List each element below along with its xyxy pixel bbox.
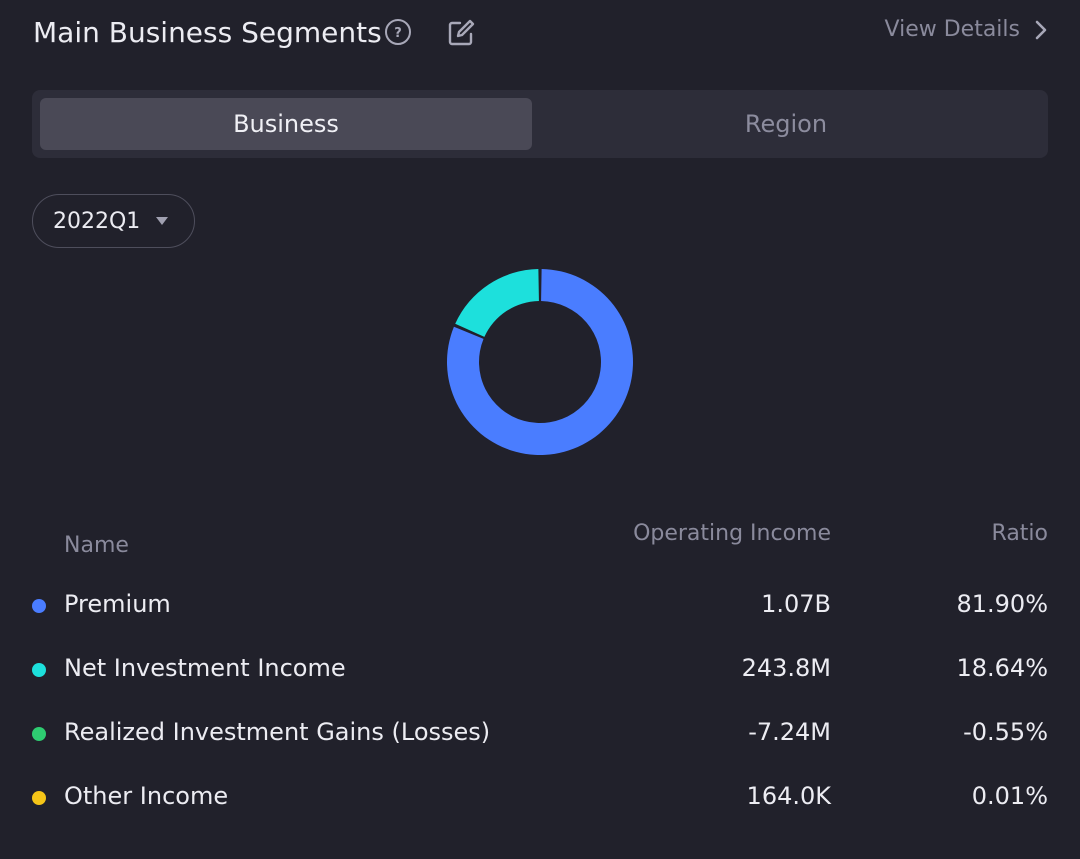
segment-name: Realized Investment Gains (Losses) [64,718,491,746]
operating-income-value: 164.0K [746,782,831,810]
tab-business[interactable]: Business [40,98,532,150]
column-header-ratio: Ratio [991,521,1048,546]
legend-dot [32,599,46,613]
caret-down-icon [156,217,169,225]
donut-slice-premium[interactable] [447,269,633,455]
view-details-link[interactable]: View Details [885,17,1048,42]
legend-dot [32,727,46,741]
ratio-value: 0.01% [971,782,1048,810]
legend-dot [32,663,46,677]
chevron-right-icon [1035,20,1047,39]
column-header-name: Name [64,533,129,558]
segment-name: Premium [64,590,171,618]
tab-region[interactable]: Region [744,110,828,138]
legend-dot [32,791,46,805]
table-row[interactable]: Net Investment Income 243.8M 18.64% [0,650,1080,690]
header: Main Business Segments ? View Details [33,12,1048,56]
view-details-label: View Details [884,17,1020,42]
operating-income-value: 243.8M [741,654,831,682]
table-row[interactable]: Premium 1.07B 81.90% [0,586,1080,626]
segment-tabs: Business Region [32,90,1048,158]
operating-income-value: 1.07B [761,590,831,618]
ratio-value: -0.55% [963,718,1048,746]
period-value: 2022Q1 [53,208,141,234]
help-icon[interactable]: ? [384,18,412,46]
period-dropdown[interactable]: 2022Q1 [32,194,195,248]
column-header-operating-income: Operating Income [633,521,831,546]
table-row[interactable]: Realized Investment Gains (Losses) -7.24… [0,714,1080,754]
ratio-value: 18.64% [956,654,1048,682]
segment-name: Other Income [64,782,229,810]
operating-income-value: -7.24M [748,718,831,746]
page-title: Main Business Segments [33,16,382,49]
svg-text:?: ? [394,26,402,41]
edit-icon[interactable] [446,18,476,48]
donut-slice-net-investment-income[interactable] [455,269,539,337]
ratio-value: 81.90% [956,590,1048,618]
segment-name: Net Investment Income [64,654,346,682]
donut-chart [447,269,633,455]
table-row[interactable]: Other Income 164.0K 0.01% [0,778,1080,818]
